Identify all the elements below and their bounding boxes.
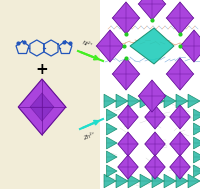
Polygon shape	[106, 109, 117, 121]
Polygon shape	[18, 79, 66, 135]
Polygon shape	[140, 174, 152, 188]
Polygon shape	[194, 137, 200, 149]
Polygon shape	[116, 94, 128, 108]
Polygon shape	[170, 105, 190, 129]
Polygon shape	[194, 165, 200, 177]
Text: Zn²⁺: Zn²⁺	[83, 132, 96, 141]
Polygon shape	[118, 132, 138, 156]
Polygon shape	[170, 132, 190, 156]
Polygon shape	[140, 94, 152, 108]
Bar	[0, 0, 100, 189]
Polygon shape	[164, 174, 176, 188]
Polygon shape	[188, 174, 200, 188]
Polygon shape	[96, 30, 124, 62]
Polygon shape	[106, 165, 117, 177]
Polygon shape	[180, 30, 200, 62]
Polygon shape	[145, 105, 165, 129]
Bar	[100, 0, 200, 189]
Text: Ni²⁺: Ni²⁺	[82, 41, 94, 49]
Polygon shape	[166, 2, 194, 34]
Polygon shape	[164, 94, 176, 108]
Polygon shape	[30, 93, 54, 121]
Polygon shape	[128, 174, 140, 188]
Polygon shape	[106, 123, 117, 135]
Polygon shape	[166, 58, 194, 90]
Text: +: +	[36, 61, 48, 77]
Polygon shape	[145, 155, 165, 179]
Polygon shape	[130, 28, 174, 64]
Polygon shape	[106, 151, 117, 163]
Polygon shape	[152, 174, 164, 188]
Polygon shape	[170, 155, 190, 179]
Polygon shape	[104, 94, 116, 108]
Polygon shape	[112, 58, 140, 90]
Polygon shape	[118, 155, 138, 179]
Polygon shape	[152, 94, 164, 108]
Polygon shape	[138, 0, 166, 20]
Polygon shape	[128, 94, 140, 108]
Polygon shape	[138, 80, 166, 112]
Polygon shape	[145, 132, 165, 156]
Polygon shape	[188, 94, 200, 108]
Polygon shape	[106, 137, 117, 149]
Polygon shape	[176, 174, 188, 188]
Polygon shape	[194, 109, 200, 121]
Polygon shape	[112, 2, 140, 34]
Polygon shape	[116, 174, 128, 188]
Polygon shape	[104, 174, 116, 188]
Polygon shape	[176, 94, 188, 108]
Polygon shape	[194, 123, 200, 135]
Polygon shape	[118, 105, 138, 129]
Polygon shape	[194, 151, 200, 163]
